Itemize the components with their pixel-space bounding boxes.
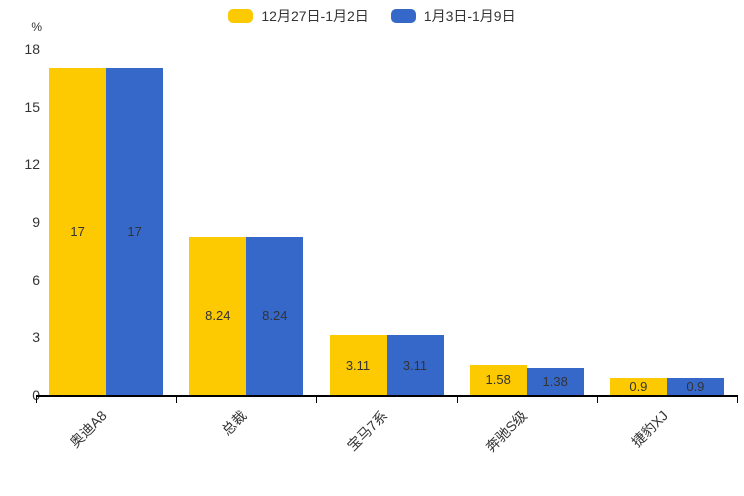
legend-swatch-icon [390, 9, 416, 23]
legend: 12月27日-1月2日 1月3日-1月9日 [0, 6, 744, 26]
bar-series1-cat0: 17 [106, 68, 164, 395]
bar-value-label: 0.9 [629, 378, 648, 394]
bar-series1-cat3: 1.38 [526, 368, 584, 395]
x-axis-category-label: 奔驰S级 [482, 407, 531, 455]
x-axis-tick [737, 397, 738, 403]
x-axis-category-label: 总裁 [218, 407, 250, 439]
bar-series1-cat4: 0.9 [666, 377, 724, 395]
bar-series0-cat2: 3.11 [329, 335, 387, 395]
bar-series0-cat0: 17 [49, 68, 107, 395]
y-axis-tick-label: 0 [0, 386, 40, 404]
bar-series0-cat1: 8.24 [189, 236, 247, 395]
legend-label: 12月27日-1月2日 [261, 8, 369, 24]
bar-value-label: 3.11 [345, 357, 371, 373]
bar-value-label: 8.24 [262, 308, 288, 324]
legend-swatch-icon [228, 9, 254, 23]
legend-label: 1月3日-1月9日 [423, 8, 516, 24]
x-axis-category-label: 捷豹XJ [627, 407, 671, 451]
x-axis-line [36, 395, 738, 397]
x-axis-tick [597, 397, 598, 403]
y-axis-tick-label: 3 [32, 329, 40, 346]
bar-series1-cat1: 8.24 [246, 236, 304, 395]
y-axis-unit-label: % [31, 20, 42, 34]
x-axis-tick [36, 397, 37, 403]
x-axis-category-label: 宝马7系 [343, 407, 391, 454]
bar-value-label: 0.9 [686, 378, 705, 394]
y-axis-tick-label: 18 [24, 41, 40, 57]
bar-value-label: 3.11 [402, 357, 428, 373]
bar-value-label: 1.58 [485, 372, 511, 388]
bar-value-label: 1.38 [542, 374, 568, 390]
bar-value-label: 17 [70, 224, 85, 240]
y-axis-tick-label: 12 [24, 156, 40, 173]
x-axis-tick [316, 397, 317, 403]
y-axis-tick-label: 9 [32, 214, 40, 230]
legend-item-0[interactable]: 12月27日-1月2日 [228, 6, 369, 26]
x-axis-tick [457, 397, 458, 403]
bar-value-label: 17 [127, 224, 142, 240]
bar-value-label: 8.24 [205, 308, 231, 324]
bar-series0-cat3: 1.58 [469, 364, 527, 395]
y-axis-tick-label: 6 [32, 271, 40, 288]
bar-series1-cat2: 3.11 [386, 335, 444, 395]
x-axis-tick [176, 397, 177, 403]
bar-series0-cat4: 0.9 [609, 377, 667, 395]
y-axis-tick-label: 15 [24, 98, 40, 115]
x-axis-category-label: 奥迪A8 [66, 407, 110, 451]
legend-item-1[interactable]: 1月3日-1月9日 [390, 6, 516, 26]
